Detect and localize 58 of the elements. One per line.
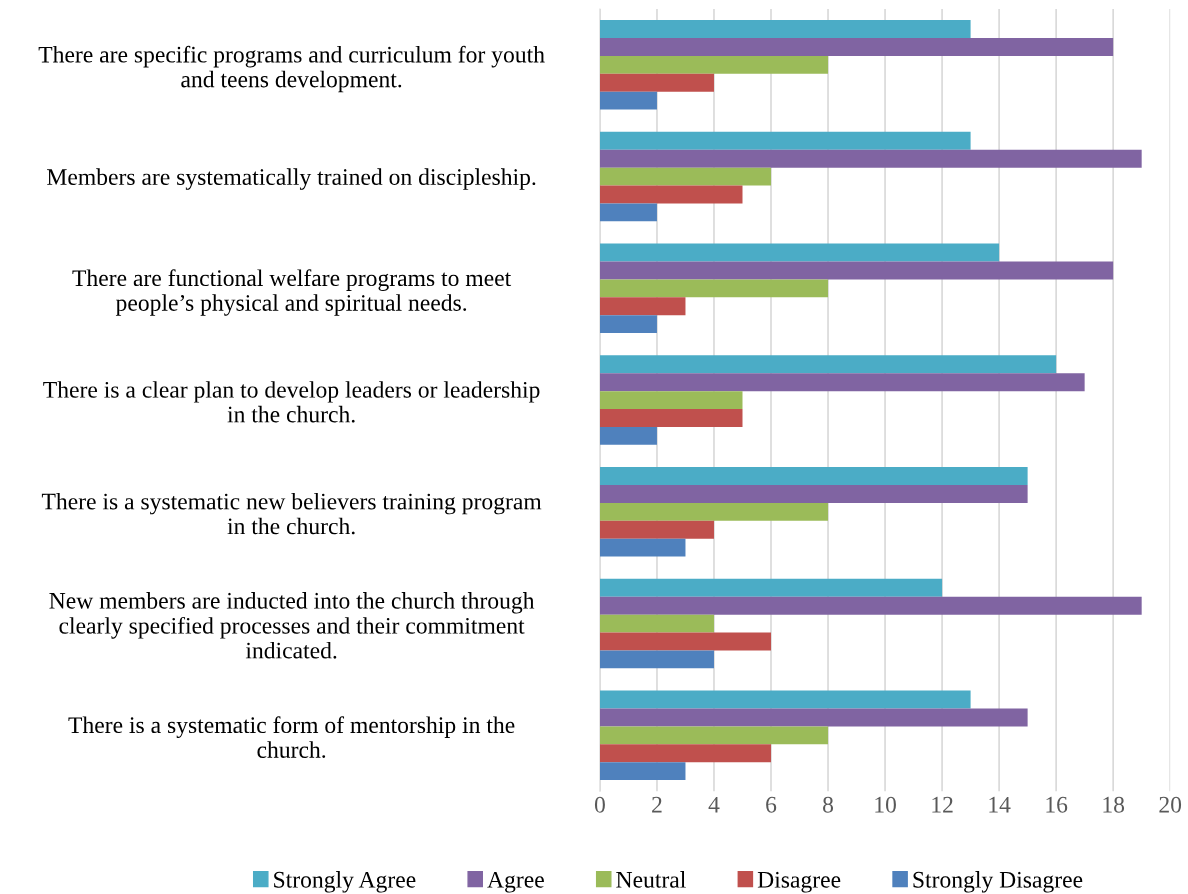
bar <box>599 708 1028 727</box>
bar <box>599 91 657 110</box>
bar <box>599 485 1028 503</box>
bar <box>599 614 714 633</box>
x-tick-label: 10 <box>875 796 896 813</box>
bar <box>599 167 772 186</box>
bar <box>599 409 743 427</box>
x-tick-label: 2 <box>652 796 662 813</box>
y-tick-label: There is a clear plan to develop leaders or leadership in the church. <box>43 381 540 423</box>
bar <box>599 596 1142 615</box>
bar <box>599 762 686 781</box>
y-tick-label: There is a systematic new believers training program in the church. <box>41 492 542 535</box>
bar <box>599 149 1142 168</box>
bar <box>599 690 971 709</box>
y-tick-label: New members are inducted into the church through clearly specified processes and their commitment indicated. <box>49 592 535 659</box>
bar <box>599 203 657 222</box>
legend-label: Strongly Agree <box>274 871 416 893</box>
bar <box>599 650 714 669</box>
x-tick-label: 0 <box>594 796 605 813</box>
bar <box>599 38 1114 56</box>
bar <box>599 391 743 410</box>
bar <box>599 185 743 204</box>
bar <box>599 538 686 557</box>
bar <box>599 578 943 597</box>
bar <box>599 261 1114 280</box>
bar <box>599 131 971 150</box>
bar <box>599 373 1085 392</box>
y-tick-label: There are functional welfare programs to meet people’s physical and spiritual needs. <box>72 269 512 316</box>
bar <box>599 73 714 92</box>
x-tick-label: 8 <box>823 796 834 813</box>
x-tick-label: 4 <box>708 796 720 813</box>
x-tick-label: 14 <box>989 796 1011 813</box>
x-tick-label: 6 <box>766 796 777 813</box>
bar <box>599 426 657 445</box>
bar <box>599 467 1028 485</box>
x-tick-label: 16 <box>1046 796 1068 813</box>
bar <box>599 632 772 651</box>
bar <box>599 315 657 334</box>
y-tick-label: There is a systematic form of mentorship in the church. <box>68 716 515 758</box>
bar <box>599 355 1057 374</box>
bar <box>599 726 829 745</box>
bar <box>599 744 772 763</box>
legend-label: Agree <box>487 871 544 893</box>
legend-label: Strongly Disagree <box>913 871 1083 893</box>
bar <box>599 502 829 521</box>
bar <box>599 297 686 316</box>
legend-label: Neutral <box>616 871 686 888</box>
bar <box>599 520 714 539</box>
bar <box>599 20 971 38</box>
bar <box>599 55 829 74</box>
y-tick-label: Members are systematically trained on discipleship. <box>47 168 536 190</box>
bar <box>599 279 829 298</box>
legend-label: Disagree <box>757 871 841 893</box>
bar <box>599 243 1000 262</box>
x-tick-label: 18 <box>1103 796 1125 813</box>
y-tick-label: There are specific programs and curriculum for youth and teens development. <box>38 45 545 93</box>
x-tick-label: 20 <box>1159 796 1182 813</box>
x-tick-label: 12 <box>932 796 953 813</box>
